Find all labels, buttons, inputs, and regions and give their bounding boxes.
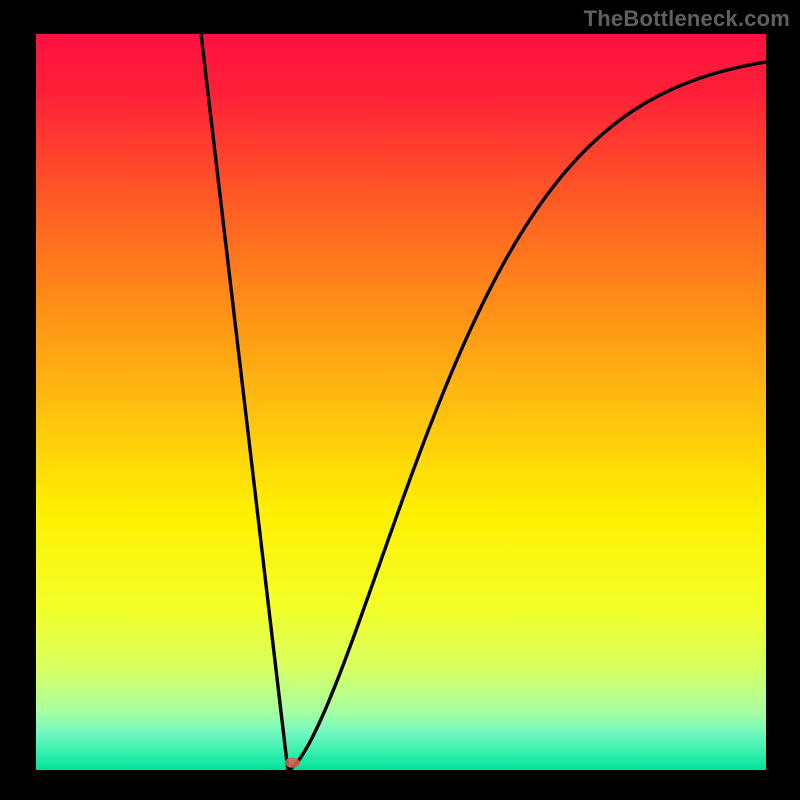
plot-area [36, 34, 766, 770]
watermark-text: TheBottleneck.com [584, 6, 790, 32]
optimal-point-marker [36, 34, 766, 770]
chart-container: TheBottleneck.com [0, 0, 800, 800]
